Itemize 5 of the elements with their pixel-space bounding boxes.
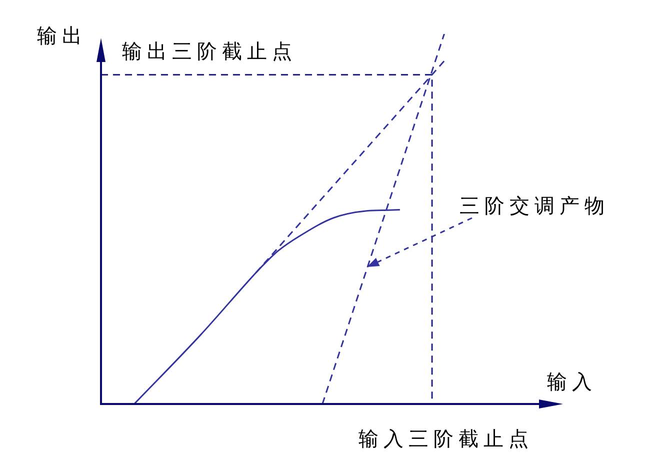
text: 三阶交调产物: [459, 196, 610, 218]
text: 输入三阶截止点: [358, 428, 534, 451]
y-axis-title: 输出: [37, 26, 87, 48]
ref-line-label: 输出三阶截止点: [122, 41, 297, 64]
x-axis-title: 输入: [547, 372, 597, 394]
